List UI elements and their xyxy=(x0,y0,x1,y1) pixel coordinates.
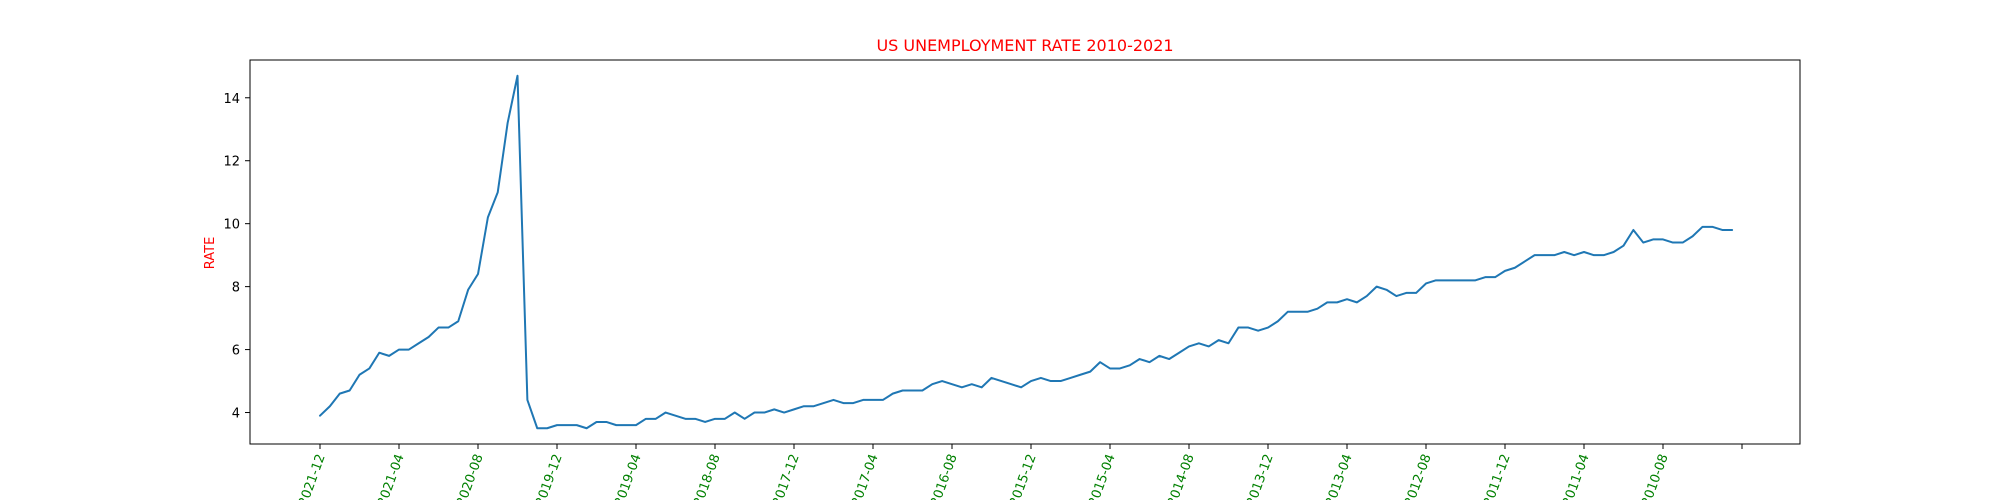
x-tick-label: 2010-08 xyxy=(1639,452,1672,500)
y-axis-label: RATE xyxy=(203,237,218,270)
chart-title: US UNEMPLOYMENT RATE 2010-2021 xyxy=(876,36,1173,55)
x-tick-label: 2015-12 xyxy=(1007,452,1040,500)
x-tick-label: 2013-04 xyxy=(1323,452,1356,500)
y-tick-label: 14 xyxy=(223,92,240,107)
x-tick-label: 2016-08 xyxy=(928,452,961,500)
y-tick-label: 6 xyxy=(232,344,240,359)
x-tick-label: 2013-12 xyxy=(1244,452,1277,500)
x-tick-label: 2021-12 xyxy=(296,452,329,500)
x-axis: 2021-12 2021-04 2020-08 2019-12 2019-04 2018-… xyxy=(296,444,1743,500)
y-axis: 4 6 8 10 12 14 xyxy=(223,92,250,422)
x-tick-label: 2017-04 xyxy=(849,452,882,500)
y-tick-label: 4 xyxy=(232,407,240,422)
x-tick-label: 2020-08 xyxy=(454,452,487,500)
x-tick-label: 2011-12 xyxy=(1481,452,1514,500)
y-tick-label: 10 xyxy=(223,218,240,233)
x-tick-label: 2014-08 xyxy=(1165,452,1198,500)
x-tick-label: 2012-08 xyxy=(1402,452,1435,500)
x-tick-label: 2021-04 xyxy=(375,452,408,500)
x-tick-label: 2019-04 xyxy=(612,452,645,500)
x-tick-label: 2019-12 xyxy=(533,452,566,500)
x-tick-label: 2017-12 xyxy=(770,452,803,500)
x-tick-label: 2018-08 xyxy=(691,452,724,500)
plot-frame xyxy=(249,59,1801,445)
x-tick-label: 2011-04 xyxy=(1560,452,1593,500)
y-tick-label: 8 xyxy=(232,281,240,296)
x-tick-label: 2015-04 xyxy=(1086,452,1119,500)
series-line-unemployment-rate xyxy=(319,74,1734,430)
y-tick-label: 12 xyxy=(223,155,240,170)
